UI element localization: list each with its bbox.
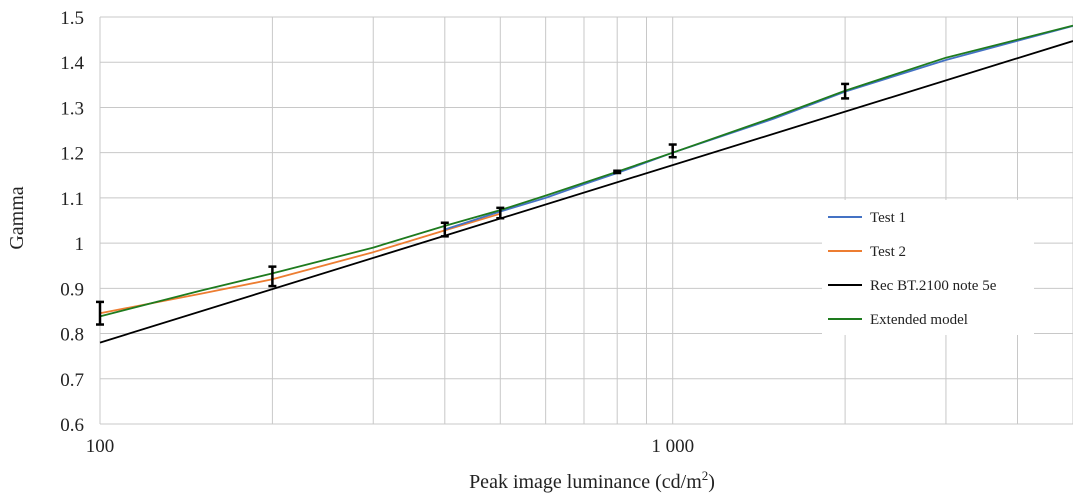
- grid: [99, 16, 1073, 425]
- y-tick-label: 0.6: [60, 415, 84, 436]
- error-bar: [668, 143, 677, 159]
- legend-item: Extended model: [828, 312, 968, 328]
- x-tick-label: 100: [86, 436, 115, 457]
- y-tick-label: 1: [75, 234, 85, 255]
- series-line-test-1: [444, 25, 1073, 231]
- y-tick-label: 1.5: [60, 8, 84, 29]
- y-tick-label: 0.7: [60, 370, 84, 391]
- x-tick-label: 1 000: [651, 436, 694, 457]
- y-tick-label: 0.8: [60, 325, 84, 346]
- y-axis-title: Gamma: [6, 186, 28, 249]
- legend-label: Extended model: [870, 312, 968, 328]
- y-tick-label: 1.3: [60, 98, 84, 119]
- legend-label: Rec BT.2100 note 5e: [870, 278, 997, 294]
- legend-item: Test 2: [828, 244, 906, 260]
- y-axis-ticks: 0.6 0.7 0.8 0.9 1 1.1 1.2 1.3 1.4 1.5: [60, 8, 84, 436]
- series-line-rec-bt-2100-note-5e: [99, 40, 1073, 344]
- y-tick-label: 1.2: [60, 144, 84, 165]
- legend-label: Test 2: [870, 244, 906, 260]
- error-bar: [613, 169, 622, 175]
- legend-item: Rec BT.2100 note 5e: [828, 278, 997, 294]
- y-tick-label: 1.1: [60, 189, 84, 210]
- x-axis-title-sup: 2: [702, 468, 709, 483]
- legend-item: Test 1: [828, 210, 906, 226]
- legend-box: [822, 200, 1034, 335]
- x-axis-title-suffix: ): [708, 471, 715, 493]
- legend: Test 1 Test 2 Rec BT.2100 note 5e Extended …: [822, 200, 1034, 335]
- x-axis-title-main: Peak image luminance (cd/m: [469, 471, 702, 493]
- error-bar: [268, 265, 277, 288]
- y-tick-label: 1.4: [60, 53, 84, 74]
- x-axis-title: Peak image luminance (cd/m2): [469, 468, 715, 493]
- x-axis-ticks: 100 1 000: [86, 436, 694, 457]
- y-tick-label: 0.9: [60, 279, 84, 300]
- error-bar: [440, 221, 449, 238]
- error-bar: [96, 300, 104, 326]
- error-bar: [841, 82, 850, 100]
- series-line-test-2: [99, 212, 501, 315]
- error-bars: [96, 82, 850, 326]
- legend-label: Test 1: [870, 210, 906, 226]
- error-bar: [496, 206, 505, 220]
